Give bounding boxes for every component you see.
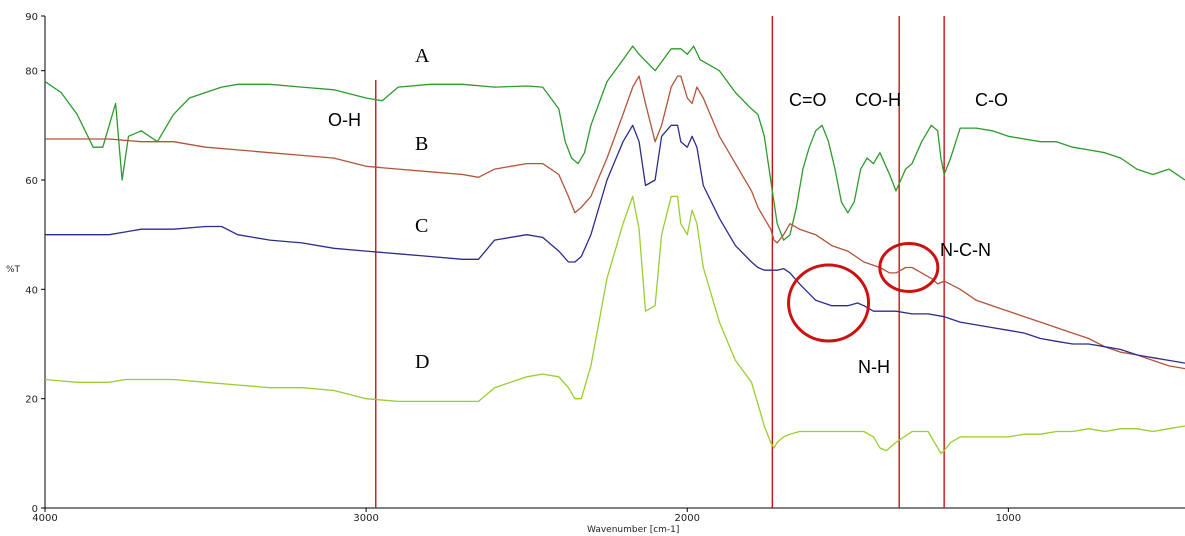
y-axis-label: %T — [6, 265, 21, 275]
y-tick-label: 20 — [25, 395, 38, 406]
plot-frame — [44, 16, 1185, 509]
x-tick-label: 4000 — [32, 513, 57, 524]
series-line-a — [44, 45, 1185, 241]
series-label-c: C — [415, 215, 428, 237]
x-tick-label: 3000 — [353, 513, 378, 524]
series-label-b: B — [415, 133, 428, 155]
spectrum-series — [44, 45, 1185, 454]
y-tick-label: 40 — [25, 285, 38, 296]
y-tick-label: 60 — [25, 176, 38, 187]
y-tick-label: 90 — [25, 12, 38, 23]
series-line-c — [45, 124, 1185, 364]
highlight-circle-n-h — [787, 263, 871, 343]
x-axis-label: Wavenumber [cm-1] — [587, 525, 679, 535]
x-tick-label: 1000 — [996, 513, 1021, 524]
band-label-ncn: N-C-N — [940, 240, 991, 260]
band-label-nh: N-H — [858, 357, 890, 377]
series-label-d: D — [415, 351, 429, 373]
x-axis-ticks: 4000 3000 2000 1000 — [32, 508, 1021, 524]
y-tick-label: 0 — [32, 504, 38, 515]
x-tick-label: 2000 — [675, 513, 700, 524]
y-axis-ticks: 0 20 40 60 80 90 — [25, 12, 45, 515]
vertical-band-markers — [375, 16, 945, 508]
series-line-b — [45, 75, 1185, 370]
band-label-c-o: C-O — [975, 90, 1008, 110]
band-label-coh: CO-H — [855, 90, 901, 110]
series-line-d — [44, 195, 1185, 454]
band-label-c-double-o: C=O — [789, 90, 827, 110]
y-tick-label: 80 — [25, 67, 38, 78]
highlight-circle-n-c-n — [878, 241, 940, 293]
highlight-circles — [787, 241, 940, 343]
band-label-oh: O-H — [328, 110, 361, 130]
series-label-a: A — [415, 45, 430, 67]
